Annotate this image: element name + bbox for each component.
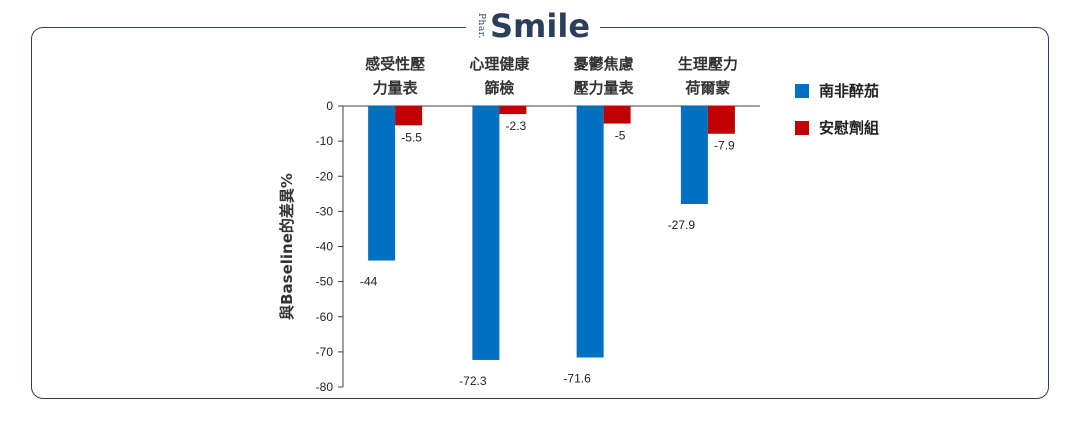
y-tick-label: -70 [316,345,334,359]
bar-1 [472,106,500,360]
legend-swatch-series-1 [795,83,809,98]
legend-swatch-series-2 [795,120,809,135]
data-label: -5.5 [401,130,422,144]
data-label: -71.6 [563,371,591,385]
category-label: 篩檢 [484,79,514,97]
y-tick-label: -30 [316,204,334,218]
category-label: 感受性壓 [365,55,425,73]
y-tick-label: -80 [316,380,334,394]
category-label: 荷爾蒙 [685,79,730,97]
y-tick-label: -40 [316,240,334,254]
bar-2 [603,106,631,124]
category-label: 力量表 [373,79,419,97]
brand-logo: Phar. Smile [466,7,601,45]
y-tick-label: -20 [316,169,334,183]
data-label: -44 [360,275,378,289]
bar-2 [499,106,527,115]
y-tick-label: -60 [316,310,334,324]
legend-item-series-1: 南非醉茄 [795,80,879,101]
legend-label-series-2: 安慰劑組 [819,119,880,137]
y-tick-label: 0 [326,99,333,113]
y-tick-label: -10 [316,134,334,148]
brand-name: Smile [490,7,591,45]
data-label: -2.3 [506,119,527,133]
category-label: 生理壓力 [678,55,738,73]
bar-2 [707,106,735,134]
category-label: 憂鬱焦慮 [574,55,634,73]
legend-item-series-2: 安慰劑組 [795,117,879,138]
data-label: -7.9 [714,139,735,153]
category-label: 壓力量表 [574,79,635,97]
data-label: -72.3 [459,374,487,388]
y-tick-label: -50 [316,275,334,289]
bar-2 [395,106,423,126]
data-label: -5 [615,129,626,143]
category-label: 心理健康 [469,55,530,73]
y-axis-label: 與Baseline的差異% [278,173,296,320]
bar-1 [680,106,708,204]
data-label: -27.9 [668,218,696,232]
brand-prefix: Phar. [476,13,486,39]
bar-1 [576,106,604,358]
bar-1 [368,106,396,261]
legend-label-series-1: 南非醉茄 [819,82,880,100]
